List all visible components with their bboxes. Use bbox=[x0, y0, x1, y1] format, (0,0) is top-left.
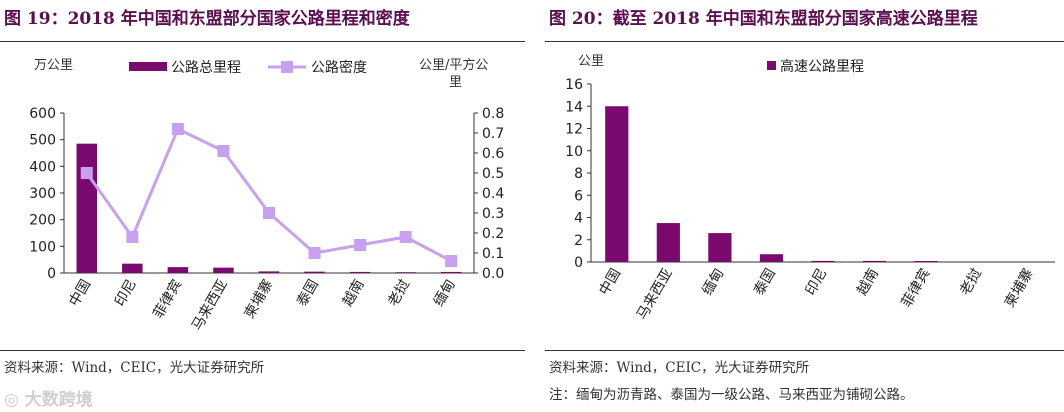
bar-缅甸 bbox=[440, 271, 462, 273]
density-line bbox=[85, 126, 452, 263]
density-point-越南 bbox=[354, 239, 367, 251]
y-tick-label: 10 bbox=[565, 144, 583, 160]
legend-bar-swatch bbox=[129, 62, 167, 71]
y-tick-label: 12 bbox=[565, 122, 583, 138]
right-y-tick-label: 0.6 bbox=[482, 146, 504, 162]
figure-20-source: 资料来源：Wind，CEIC，光大证券研究所 bbox=[549, 360, 810, 376]
figure-20-note: 注：缅甸为沥青路、泰国为一级公路、马来西亚为铺砌公路。 bbox=[549, 387, 914, 403]
figure-20-title: 图 20：截至 2018 年中国和东盟部分国家高速公路里程 bbox=[549, 9, 978, 29]
density-point-缅甸 bbox=[445, 255, 458, 267]
y-tick-label: 16 bbox=[565, 77, 583, 93]
y-tick-label: 8 bbox=[574, 166, 583, 182]
figure-19-source: 资料来源：Wind，CEIC，光大证券研究所 bbox=[4, 360, 265, 376]
x-tick-label: 菲律宾 bbox=[899, 266, 934, 310]
density-point-老挝 bbox=[399, 231, 412, 243]
legend-bar-label: 公路总里程 bbox=[171, 60, 241, 76]
y-tick-label: 6 bbox=[574, 188, 583, 204]
left-y-tick-label: 400 bbox=[29, 159, 56, 175]
x-tick-label: 越南 bbox=[854, 266, 882, 298]
bar-chart: 0 2 4 6 8 10 12 14 16 中国 马来西亚 缅甸 泰国 印尼 越南 菲律宾 老挝 柬埔寨 高速公路里… bbox=[565, 58, 1055, 322]
bar-印尼 bbox=[122, 263, 143, 273]
density-point-马来西亚 bbox=[217, 145, 230, 157]
source-rule bbox=[0, 350, 525, 351]
left-y-tick-label: 200 bbox=[29, 213, 56, 229]
x-tick-label: 印尼 bbox=[803, 266, 831, 298]
bar-印尼 bbox=[811, 260, 835, 262]
right-y-tick-label: 0.8 bbox=[482, 106, 504, 122]
y-tick-label: 2 bbox=[574, 233, 583, 249]
bar-菲律宾 bbox=[167, 267, 189, 273]
x-tick-label: 老挝 bbox=[957, 266, 985, 298]
bar-马来西亚 bbox=[656, 223, 680, 262]
left-y-tick-label: 100 bbox=[29, 239, 56, 255]
bar-柬埔寨 bbox=[258, 271, 280, 273]
right-y-tick-label: 0.7 bbox=[482, 126, 504, 142]
x-tick-label: 柬埔寨 bbox=[1001, 266, 1037, 311]
right-y-tick-label: 0.0 bbox=[482, 266, 504, 282]
x-tick-label: 越南 bbox=[340, 277, 368, 309]
y-tick-label: 4 bbox=[574, 211, 583, 227]
legend-label: 高速公路里程 bbox=[780, 58, 864, 75]
x-tick-label: 缅甸 bbox=[699, 266, 727, 298]
x-tick-label: 泰国 bbox=[294, 277, 322, 309]
right-axis-unit-line1: 公里/平方公 bbox=[419, 58, 489, 73]
x-tick-label: 菲律宾 bbox=[150, 277, 185, 321]
source-rule bbox=[545, 350, 1064, 351]
y-tick-label: 14 bbox=[565, 99, 583, 115]
figure-19: 图 19：2018 年中国和东盟部分国家公路里程和密度 万公里 公里/平方公 里… bbox=[0, 0, 525, 412]
density-point-中国 bbox=[80, 167, 93, 179]
title-rule bbox=[545, 41, 1064, 42]
x-tick-label: 中国 bbox=[66, 277, 94, 309]
density-point-菲律宾 bbox=[171, 123, 184, 135]
right-y-tick-label: 0.1 bbox=[482, 246, 504, 262]
density-point-泰国 bbox=[308, 247, 321, 259]
bar-越南 bbox=[862, 260, 887, 262]
left-y-tick-label: 300 bbox=[29, 186, 56, 202]
axis-unit: 公里 bbox=[578, 54, 605, 69]
bar-缅甸 bbox=[708, 233, 732, 262]
left-axis-unit: 万公里 bbox=[34, 58, 74, 73]
density-point-柬埔寨 bbox=[263, 207, 275, 219]
right-y-tick-label: 0.4 bbox=[482, 186, 504, 202]
x-tick-label: 马来西亚 bbox=[189, 277, 231, 333]
right-y-tick-label: 0.2 bbox=[482, 226, 504, 242]
figure-20: 图 20：截至 2018 年中国和东盟部分国家高速公路里程 公里 0 2 4 6 8 10… bbox=[545, 0, 1064, 412]
figure-19-title: 图 19：2018 年中国和东盟部分国家公路里程和密度 bbox=[4, 9, 410, 29]
x-tick-label: 中国 bbox=[596, 266, 624, 298]
bar-泰国 bbox=[759, 254, 784, 262]
legend-line-label: 公路密度 bbox=[311, 59, 367, 76]
left-y-tick-label: 500 bbox=[29, 133, 56, 149]
right-y-tick-label: 0.5 bbox=[482, 166, 504, 182]
legend-swatch bbox=[767, 61, 776, 70]
density-point-印尼 bbox=[126, 231, 139, 243]
combo-chart: 0 100 200 300 400 500 600 0.0 0.1 0.2 0.3 0.4 0.5 0.6… bbox=[29, 59, 504, 333]
right-y-tick-label: 0.3 bbox=[482, 206, 504, 222]
watermark: ◎ 大数跨境 bbox=[4, 390, 93, 410]
left-y-tick-label: 600 bbox=[29, 106, 56, 122]
title-rule bbox=[0, 41, 525, 42]
x-tick-label: 泰国 bbox=[751, 266, 779, 298]
y-tick-label: 0 bbox=[574, 255, 583, 271]
right-axis-unit-line2: 里 bbox=[449, 75, 463, 90]
bar-菲律宾 bbox=[914, 261, 938, 262]
x-tick-label: 马来西亚 bbox=[634, 266, 676, 322]
x-tick-label: 缅甸 bbox=[431, 277, 459, 309]
bar-泰国 bbox=[304, 271, 325, 273]
bar-中国 bbox=[605, 106, 629, 262]
bar-越南 bbox=[349, 271, 371, 273]
x-tick-label: 柬埔寨 bbox=[241, 277, 277, 322]
x-tick-label: 老挝 bbox=[385, 277, 413, 309]
bar-马来西亚 bbox=[213, 267, 234, 273]
bar-老挝 bbox=[395, 272, 416, 273]
left-y-tick-label: 0 bbox=[47, 266, 56, 282]
legend-line-marker bbox=[281, 61, 293, 73]
x-tick-label: 印尼 bbox=[112, 277, 140, 309]
watermark-text: 大数跨境 bbox=[24, 390, 93, 410]
bar-中国 bbox=[76, 143, 98, 273]
